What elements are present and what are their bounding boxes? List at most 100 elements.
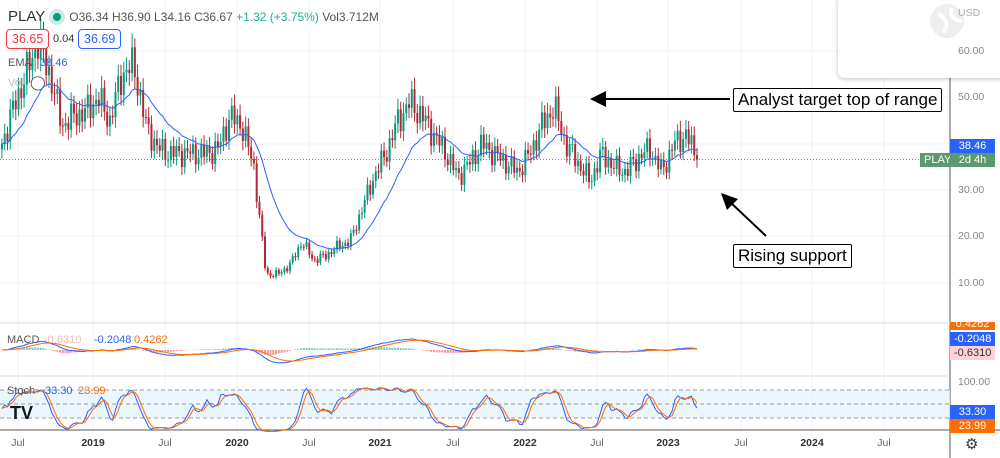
stoch-label[interactable]: Stoch <box>7 385 36 397</box>
arrowhead-icon <box>721 193 738 210</box>
candle <box>6 133 9 142</box>
candle <box>554 96 557 119</box>
candle <box>535 140 538 151</box>
candle <box>142 90 145 118</box>
candle <box>391 138 394 141</box>
candle <box>167 159 170 161</box>
candle <box>579 160 582 172</box>
x-axis-label: 2022 <box>513 437 537 449</box>
candle <box>302 246 305 248</box>
candle <box>682 139 685 153</box>
candle <box>455 168 458 171</box>
candle <box>413 89 416 113</box>
candle <box>629 157 632 176</box>
ema-price-tag: 38.46 <box>950 139 995 153</box>
x-axis-label: Jul <box>877 437 891 449</box>
macd-histogram-bar <box>435 350 438 353</box>
candle <box>258 201 261 215</box>
buy-button[interactable]: 36.69 <box>78 29 122 49</box>
annotation-rising-support[interactable]: Rising support <box>733 244 852 268</box>
macd-histogram-bar <box>336 348 338 350</box>
macd-histogram-bar <box>322 348 325 350</box>
macd-histogram-bar <box>214 349 217 350</box>
tradingview-logo: TV <box>10 403 34 423</box>
market-status-icon <box>53 12 62 21</box>
candle <box>147 117 150 125</box>
ema-label[interactable]: EMA <box>8 57 32 69</box>
candle <box>244 126 247 141</box>
candle <box>150 124 153 151</box>
candle <box>488 142 491 150</box>
candle <box>485 142 488 149</box>
candle <box>45 48 48 76</box>
candle <box>352 229 355 234</box>
candle <box>646 138 649 153</box>
settings-gear-icon[interactable]: ⚙ <box>965 436 979 453</box>
macd-label[interactable]: MACD <box>7 334 40 346</box>
symbol[interactable]: PLAY <box>8 8 46 25</box>
macd-histogram-bar <box>316 348 319 350</box>
macd-histogram-bar <box>574 350 577 352</box>
candle <box>283 268 286 273</box>
candle <box>635 159 638 172</box>
macd-histogram-bar <box>308 347 311 350</box>
currency-select[interactable]: USD <box>958 7 981 19</box>
macd-histogram-bar <box>59 350 62 353</box>
annotation-top-of-range[interactable]: Analyst target top of range <box>733 88 943 112</box>
candle <box>288 262 291 272</box>
macd-histogram-bar <box>228 348 230 350</box>
macd-histogram-bar <box>557 348 560 350</box>
macd-histogram-bar <box>444 350 446 353</box>
candle <box>239 115 242 129</box>
candle <box>507 166 510 174</box>
macd-histogram-bar <box>588 350 590 352</box>
candle <box>50 66 53 94</box>
candle <box>236 115 239 125</box>
sell-button[interactable]: 36.65 <box>6 29 50 49</box>
macd-histogram-bar <box>391 347 394 350</box>
legend-header: PLAY O36.34 H36.90 L34.16 C36.67 +1.32 (… <box>8 8 379 25</box>
macd-histogram-bar <box>394 347 397 350</box>
candle <box>679 130 682 153</box>
candle <box>524 149 527 176</box>
macd-histogram-bar <box>341 348 344 350</box>
candle <box>264 236 266 268</box>
stoch-k-line <box>1 387 698 433</box>
macd-histogram-bar <box>255 350 258 353</box>
macd-histogram-bar <box>225 348 228 350</box>
candle <box>128 69 131 73</box>
macd-histogram-bar <box>42 348 45 350</box>
macd-histogram-bar <box>208 349 211 350</box>
candle <box>565 135 568 157</box>
macd-histogram-bar <box>172 350 175 352</box>
candle <box>205 146 208 157</box>
macd-histogram-bar <box>156 350 158 353</box>
candle <box>496 146 499 153</box>
candle <box>516 167 518 173</box>
vol-label[interactable]: Vol <box>8 77 24 89</box>
macd-histogram-bar <box>313 348 316 350</box>
macd-histogram-bar <box>17 348 20 350</box>
candle <box>81 109 84 122</box>
candle <box>28 52 31 71</box>
signal-tag: -0.6310 <box>950 346 995 360</box>
candle <box>280 272 283 274</box>
stoch-k-value: 33.30 <box>45 385 73 397</box>
candle <box>421 105 424 122</box>
arrow-support <box>729 201 767 237</box>
candle <box>596 168 599 173</box>
candle <box>662 160 665 168</box>
candle <box>78 109 81 126</box>
macd-histogram-bar <box>347 348 350 350</box>
candle <box>491 149 494 166</box>
candle <box>294 256 297 258</box>
candle <box>657 155 660 170</box>
hidden-eye-icon[interactable]: ◯ <box>30 74 46 90</box>
x-axis-label: Jul <box>590 437 604 449</box>
candle <box>291 256 294 263</box>
candle <box>228 119 230 141</box>
macd-histogram-bar <box>300 348 302 350</box>
macd-histogram-bar <box>349 348 352 350</box>
candle <box>419 105 422 124</box>
